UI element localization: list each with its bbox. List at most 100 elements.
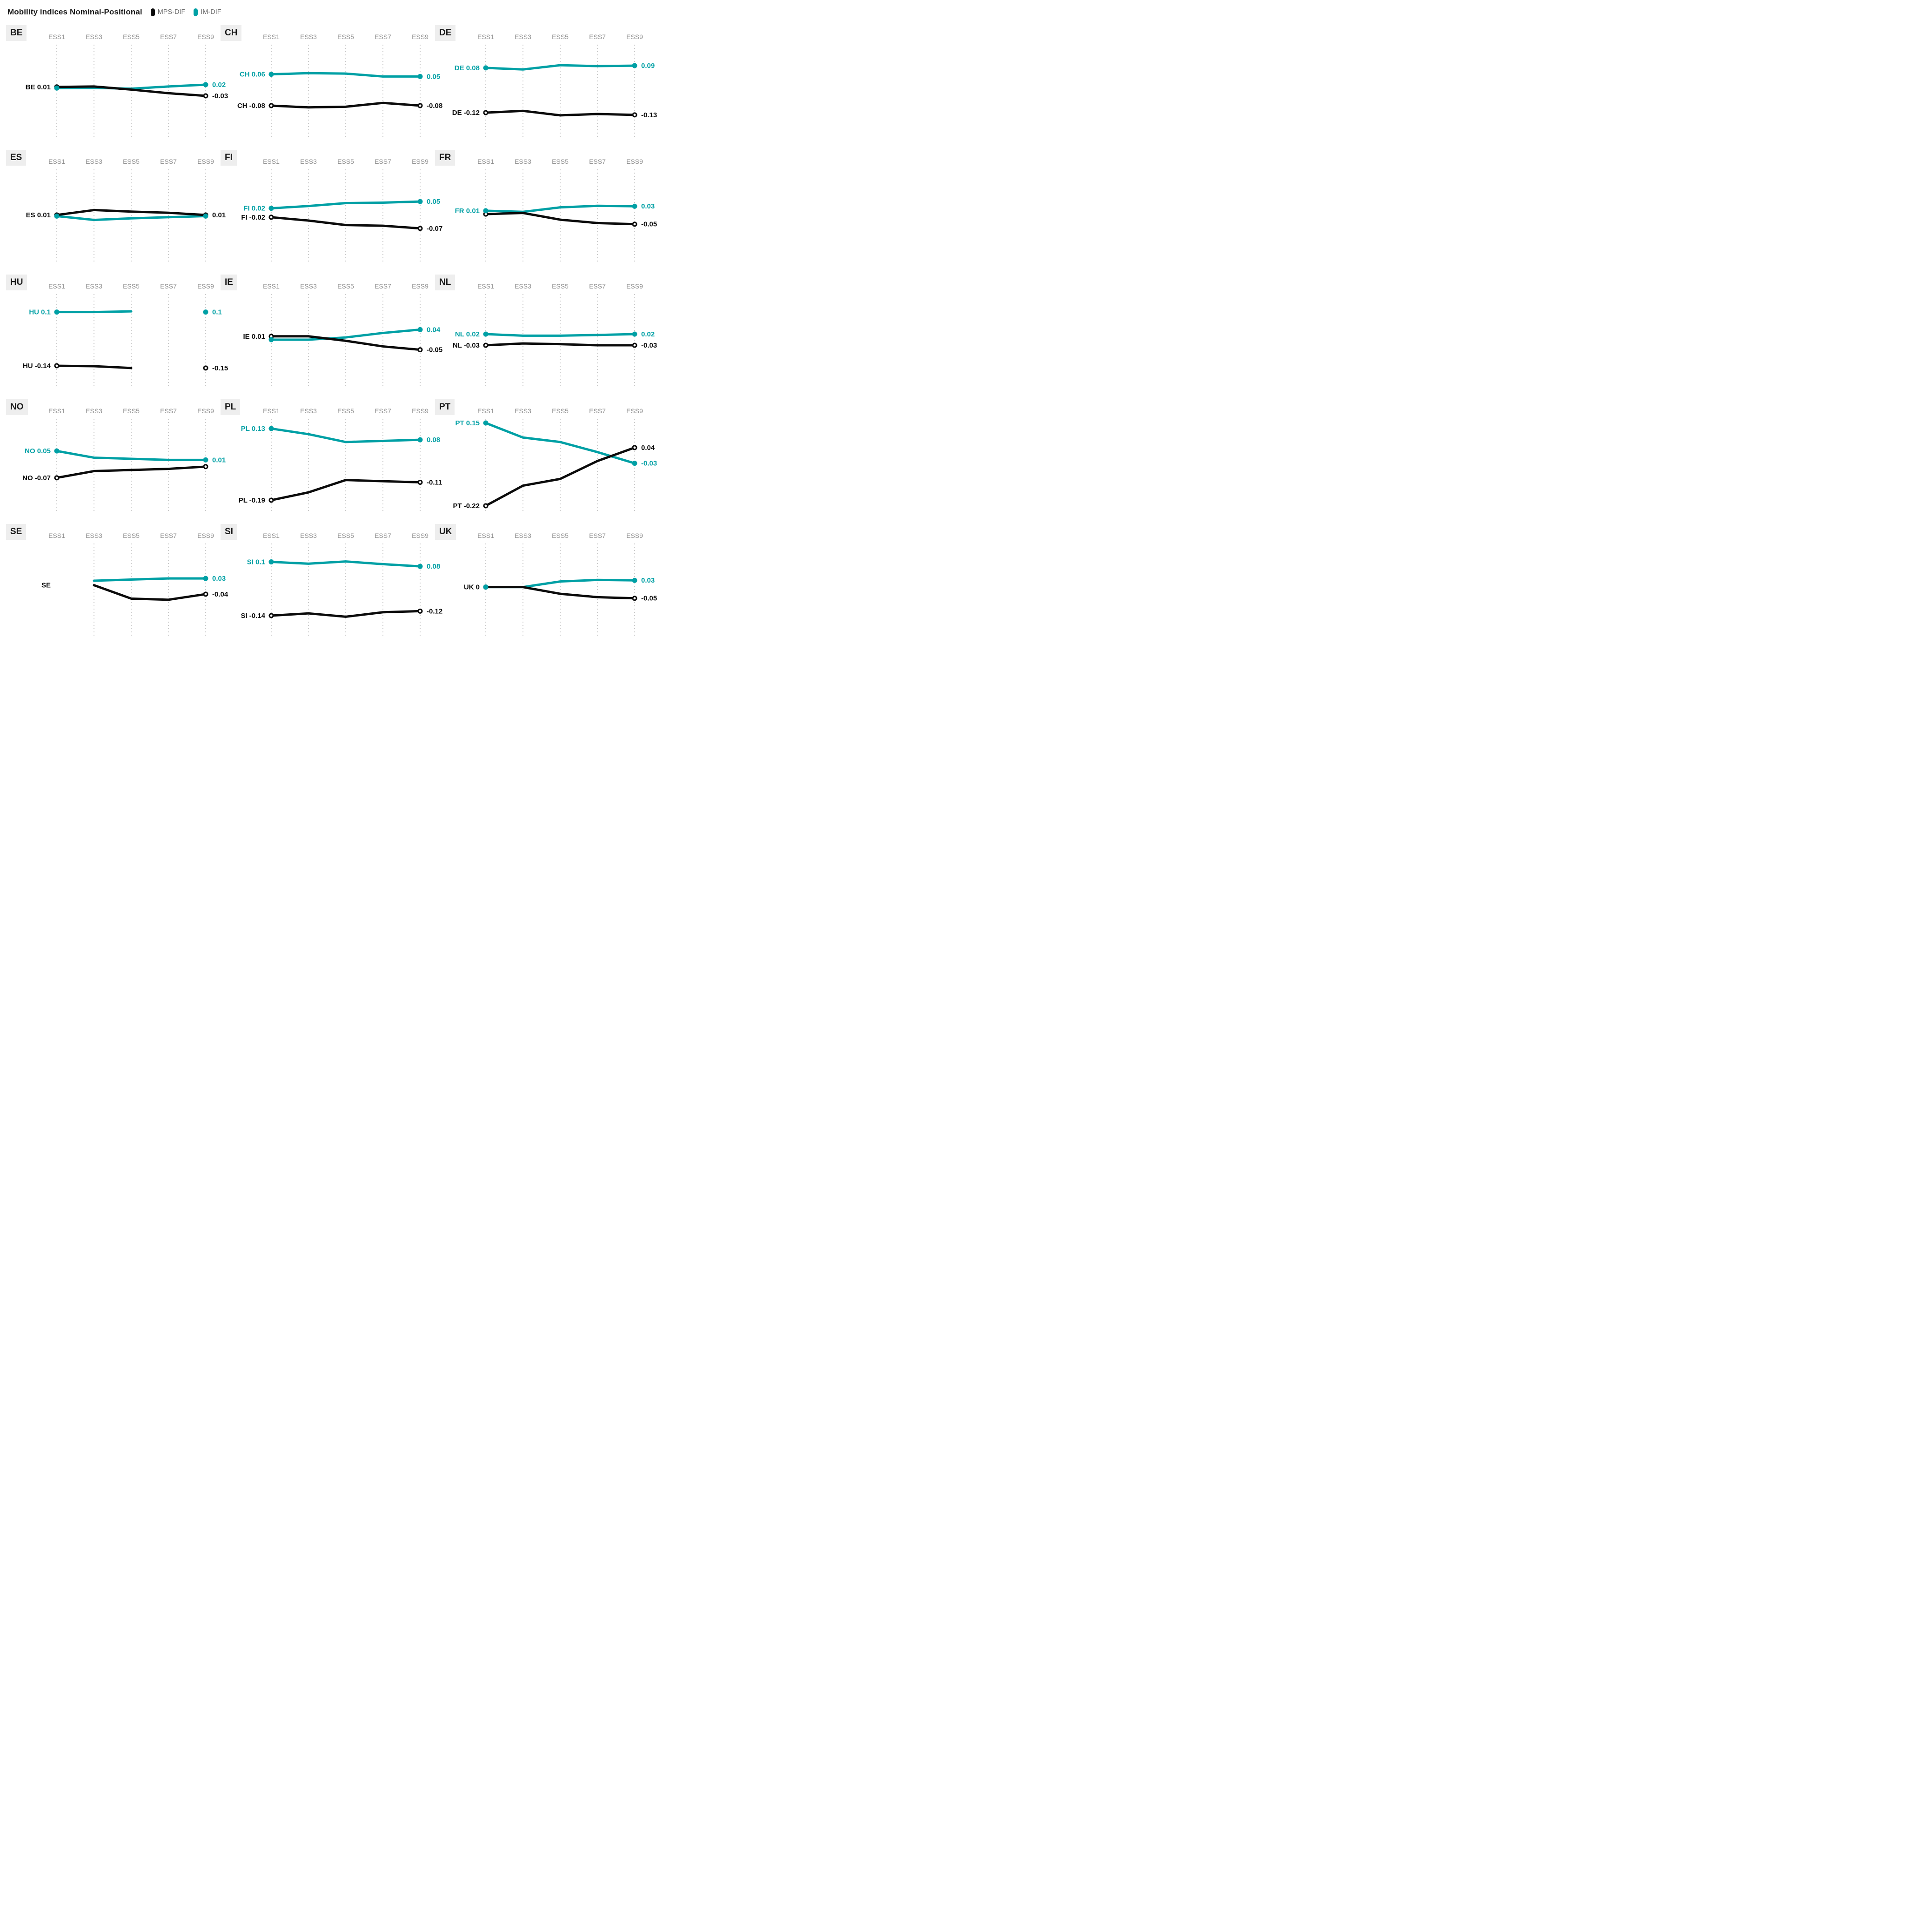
x-tick-label: ESS1 — [263, 33, 280, 40]
im-dif-swatch-icon — [194, 8, 198, 16]
x-tick-label: ESS7 — [375, 407, 391, 415]
series-line-im — [484, 64, 636, 71]
panel-fi: FI ESS1 ESS3 ESS5 ESS7 ESS9 FI -0.02 -0.07 FI 0.… — [214, 145, 442, 270]
series-line-im — [484, 333, 636, 337]
x-tick-label: ESS1 — [477, 282, 494, 290]
legend-label-mps: MPS-DIF — [157, 8, 186, 16]
panel-ie: IE ESS1 ESS3 ESS5 ESS7 ESS9 IE 0.01 -0.05 0.04 — [214, 270, 442, 395]
x-tick-label: ESS5 — [337, 158, 354, 165]
x-tick-label: ESS3 — [300, 282, 317, 290]
x-tick-label: ESS1 — [477, 158, 494, 165]
start-dot-im — [54, 85, 60, 91]
end-value-label-mps: -0.07 — [427, 225, 442, 233]
start-dot-im — [54, 213, 60, 219]
x-tick-label: ESS5 — [552, 158, 569, 165]
end-value-label-im: 0.1 — [212, 309, 222, 316]
series-line-mps — [55, 85, 207, 97]
x-tick-label: ESS9 — [412, 33, 429, 40]
end-dot-im — [203, 576, 208, 581]
series-line-mps — [484, 212, 636, 226]
panel-chart: ESS1 ESS3 ESS5 ESS7 ESS9 SE -0.04 0.03 — [41, 532, 228, 636]
panel-nl: NL ESS1 ESS3 ESS5 ESS7 ESS9 NL -0.03 -0.03 NL 0.… — [429, 270, 657, 395]
x-tick-label: ESS7 — [160, 33, 177, 40]
end-dot-mps — [417, 103, 423, 108]
end-value-label-mps: -0.08 — [427, 102, 442, 110]
start-value-label-mps: ES 0.01 — [26, 211, 51, 219]
series-line-im — [270, 560, 422, 568]
x-tick-label: ESS1 — [477, 532, 494, 539]
start-value-label-mps: HU -0.14 — [23, 362, 51, 370]
end-value-label-im: 0.04 — [427, 326, 441, 334]
panel-de: DE ESS1 ESS3 ESS5 ESS7 ESS9 DE -0.12 -0.13 DE 0.… — [429, 20, 657, 145]
start-dot-mps — [54, 363, 60, 369]
x-tick-label: ESS9 — [197, 282, 214, 290]
series-line-im — [484, 204, 636, 213]
x-tick-label: ESS5 — [552, 407, 569, 415]
legend-label-im: IM-DIF — [201, 8, 221, 16]
start-dot-mps — [268, 215, 274, 220]
end-dot-im — [632, 577, 637, 583]
panel-fr: FR ESS1 ESS3 ESS5 ESS7 ESS9 -0.05 FR 0.01 0.03 — [429, 145, 657, 270]
series-line-mps — [270, 335, 422, 351]
x-tick-label: ESS5 — [552, 33, 569, 40]
panel-chart: ESS1 ESS3 ESS5 ESS7 ESS9 UK 0 -0.05 0.03 — [464, 532, 657, 636]
x-tick-label: ESS3 — [515, 282, 531, 290]
panel-es: ES ESS1 ESS3 ESS5 ESS7 ESS9 ES 0.01 0.01 — [0, 145, 226, 270]
x-tick-label: ESS1 — [477, 33, 494, 40]
panel-pl: PL ESS1 ESS3 ESS5 ESS7 ESS9 PL -0.19 -0.11 PL 0.… — [214, 395, 442, 519]
panel-chart: ESS1 ESS3 ESS5 ESS7 ESS9 NL -0.03 -0.03 NL 0.02… — [453, 282, 657, 386]
series-line-im — [270, 427, 422, 443]
start-value-label-im: CH 0.06 — [240, 71, 265, 79]
x-tick-label: ESS9 — [626, 532, 643, 539]
x-tick-label: ESS7 — [589, 532, 606, 539]
start-value-label-mps: NO -0.07 — [22, 474, 51, 482]
x-tick-label: ESS1 — [48, 158, 65, 165]
end-dot-mps — [203, 464, 208, 470]
panel-code-badge: PL — [221, 399, 241, 415]
series-line-im — [270, 72, 422, 78]
x-tick-label: ESS5 — [337, 282, 354, 290]
end-dot-mps — [203, 93, 208, 99]
start-dot-im — [483, 420, 489, 426]
start-dot-mps — [268, 613, 274, 618]
end-value-label-mps: -0.03 — [641, 342, 657, 349]
legend-item-im: IM-DIF — [194, 8, 221, 16]
end-value-label-im: 0.05 — [427, 73, 440, 80]
end-dot-im — [203, 457, 208, 463]
end-dot-im — [632, 63, 637, 68]
start-value-label-im: NL 0.02 — [455, 330, 480, 338]
end-dot-mps — [632, 445, 637, 450]
panel-code-badge: HU — [6, 275, 27, 290]
start-dot-im — [483, 208, 489, 214]
start-dot-im — [54, 448, 60, 454]
x-tick-label: ESS9 — [412, 282, 429, 290]
x-tick-label: ESS3 — [515, 532, 531, 539]
x-tick-label: ESS3 — [300, 158, 317, 165]
end-dot-mps — [203, 365, 208, 371]
panel-code-badge: IE — [221, 275, 237, 290]
end-dot-mps — [632, 112, 637, 118]
start-value-label-im: NO 0.05 — [25, 447, 51, 455]
panel-code-badge: ES — [6, 150, 27, 166]
start-value-label-im: PL 0.13 — [241, 425, 265, 433]
start-dot-im — [268, 559, 274, 565]
end-dot-mps — [417, 226, 423, 231]
series-line-mps — [484, 586, 636, 600]
start-value-label-im: PT 0.15 — [455, 419, 480, 427]
x-tick-label: ESS5 — [123, 407, 140, 415]
start-dot-mps — [483, 110, 489, 115]
panel-ch: CH ESS1 ESS3 ESS5 ESS7 ESS9 CH -0.08 -0.08 CH 0.… — [214, 20, 442, 145]
end-dot-im — [417, 199, 423, 204]
x-tick-label: ESS7 — [375, 532, 391, 539]
start-value-label-im: DE 0.08 — [455, 64, 480, 72]
series-line-mps — [270, 479, 422, 502]
x-tick-label: ESS7 — [160, 532, 177, 539]
end-dot-im — [203, 309, 208, 315]
panel-no: NO ESS1 ESS3 ESS5 ESS7 ESS9 NO -0.07 NO 0.05 0.0… — [0, 395, 226, 519]
panel-chart: ESS1 ESS3 ESS5 ESS7 ESS9 ES 0.01 0.01 — [26, 158, 226, 262]
x-tick-label: ESS7 — [375, 33, 391, 40]
end-dot-im — [632, 461, 637, 466]
x-tick-label: ESS7 — [589, 33, 606, 40]
x-tick-label: ESS5 — [123, 33, 140, 40]
end-value-label-mps: -0.04 — [212, 590, 228, 598]
